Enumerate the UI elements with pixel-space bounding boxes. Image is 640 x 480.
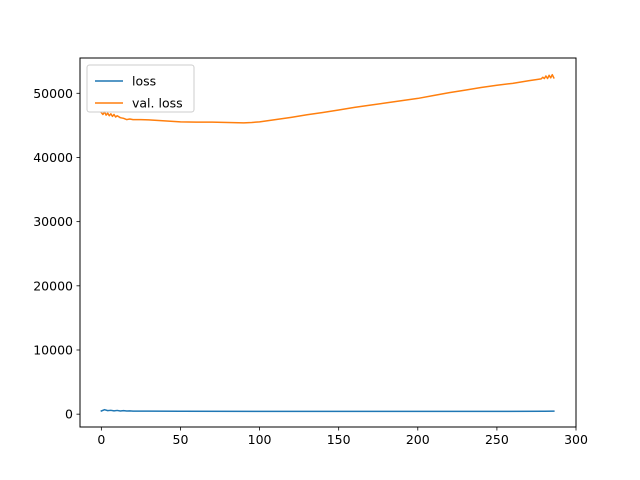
x-tick-label: 150 [327, 432, 351, 447]
x-tick-label: 300 [564, 432, 588, 447]
series-line-1 [100, 73, 555, 124]
x-tick-label: 100 [248, 432, 272, 447]
legend-label-0: loss [132, 74, 156, 89]
y-tick-label: 50000 [33, 86, 73, 101]
legend-box [86, 64, 195, 113]
x-tick-label: 50 [173, 432, 189, 447]
y-axis: 0 10000 20000 30000 40000 50000 [33, 86, 80, 422]
series-line-0 [100, 408, 555, 413]
series-layer [100, 73, 555, 413]
x-axis: 0 50 100 150 200 250 300 [97, 427, 588, 447]
legend-label-1: val. loss [132, 96, 183, 111]
y-tick-label: 40000 [33, 150, 73, 165]
x-tick-label: 0 [97, 432, 105, 447]
y-tick-label: 30000 [33, 214, 73, 229]
y-tick-label: 0 [65, 407, 73, 422]
legend: loss val. loss [86, 64, 195, 113]
y-tick-label: 20000 [33, 278, 73, 293]
axes-frame [79, 57, 577, 428]
y-tick-label: 10000 [33, 342, 73, 357]
x-tick-label: 200 [406, 432, 430, 447]
x-tick-label: 250 [485, 432, 509, 447]
